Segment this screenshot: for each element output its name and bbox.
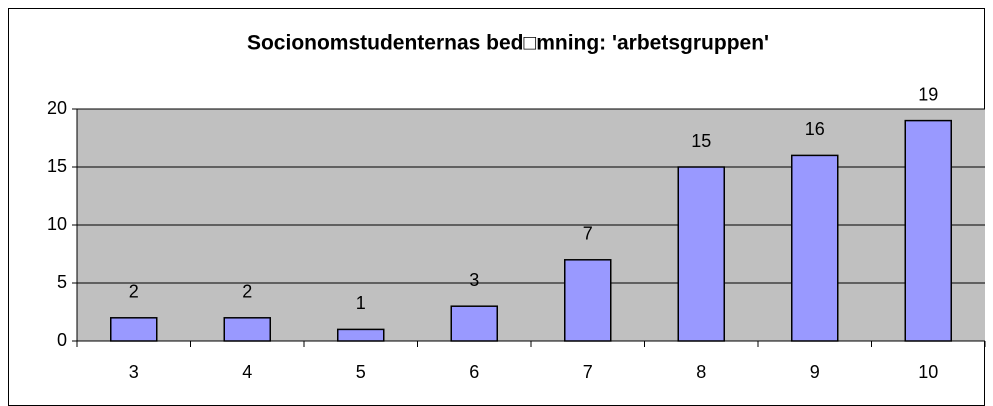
- value-label: 2: [129, 282, 139, 302]
- y-tick-label: 5: [57, 272, 67, 292]
- value-label: 3: [469, 270, 479, 290]
- bar: [791, 154, 839, 342]
- value-label: 1: [356, 293, 366, 313]
- value-label: 2: [242, 282, 252, 302]
- y-tick-label: 10: [47, 214, 67, 234]
- value-label: 19: [918, 84, 938, 104]
- x-tick-label: 8: [696, 362, 706, 382]
- bar: [337, 328, 385, 342]
- value-label: 7: [583, 224, 593, 244]
- bar: [677, 166, 725, 342]
- x-tick-label: 5: [356, 362, 366, 382]
- value-label: 15: [691, 131, 711, 151]
- y-tick-label: 0: [57, 330, 67, 350]
- bar: [450, 305, 498, 342]
- x-tick-label: 3: [129, 362, 139, 382]
- bar: [110, 317, 158, 342]
- x-tick-label: 4: [242, 362, 252, 382]
- y-tick-label: 15: [47, 156, 67, 176]
- x-tick-label: 7: [583, 362, 593, 382]
- bar: [904, 119, 952, 342]
- bar: [564, 259, 612, 342]
- x-tick-label: 6: [469, 362, 479, 382]
- bar: [223, 317, 271, 342]
- value-label: 16: [805, 119, 825, 139]
- x-tick-label: 10: [918, 362, 938, 382]
- x-tick-label: 9: [810, 362, 820, 382]
- chart-title: Socionomstudenternas bed□mning: 'arbetsg…: [247, 32, 769, 55]
- y-tick-label: 20: [47, 98, 67, 118]
